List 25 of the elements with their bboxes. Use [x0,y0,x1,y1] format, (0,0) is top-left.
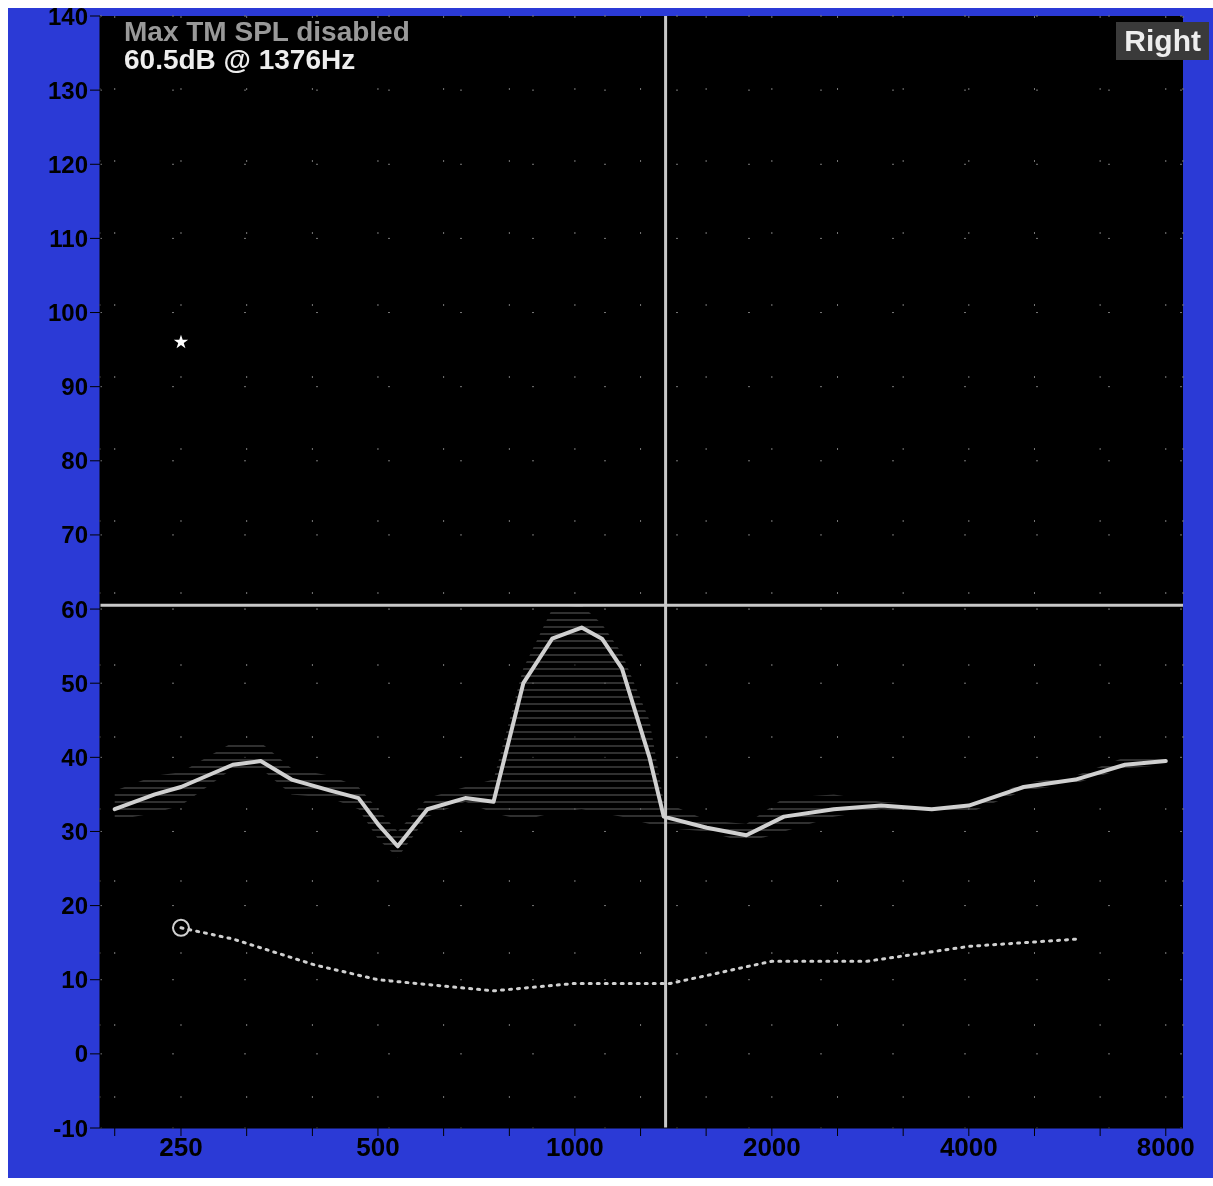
y-tick-label: 10 [61,966,88,994]
y-tick-label: 90 [61,373,88,401]
x-tick-label: 1000 [545,1132,604,1163]
annotation: Max TM SPL disabled [124,16,410,47]
x-tick-label: 250 [159,1132,203,1163]
y-tick-label: 20 [61,892,88,920]
y-tick-label: 110 [49,224,88,252]
x-tick-label: 500 [356,1132,400,1163]
x-tick-label: 2000 [742,1132,801,1163]
y-tick-label: -10 [53,1114,88,1142]
y-tick-label: 0 [74,1040,88,1068]
y-tick-label: 40 [61,743,88,771]
annotation: 60.5dB @ 1376Hz [124,44,357,75]
y-tick-label: 60 [61,595,88,623]
y-tick-label: 70 [61,521,88,549]
x-tick-label: 8000 [1136,1132,1195,1163]
y-tick-label: 120 [47,150,88,178]
y-tick-label: 130 [47,76,88,104]
y-tick-label: 30 [61,817,88,845]
x-tick-label: 4000 [939,1132,998,1163]
annotation: Right [1116,22,1209,60]
y-tick-label: 100 [47,299,88,327]
y-tick-label: 80 [61,447,88,475]
y-tick-label: 140 [47,2,88,30]
y-tick-label: 50 [61,669,88,697]
